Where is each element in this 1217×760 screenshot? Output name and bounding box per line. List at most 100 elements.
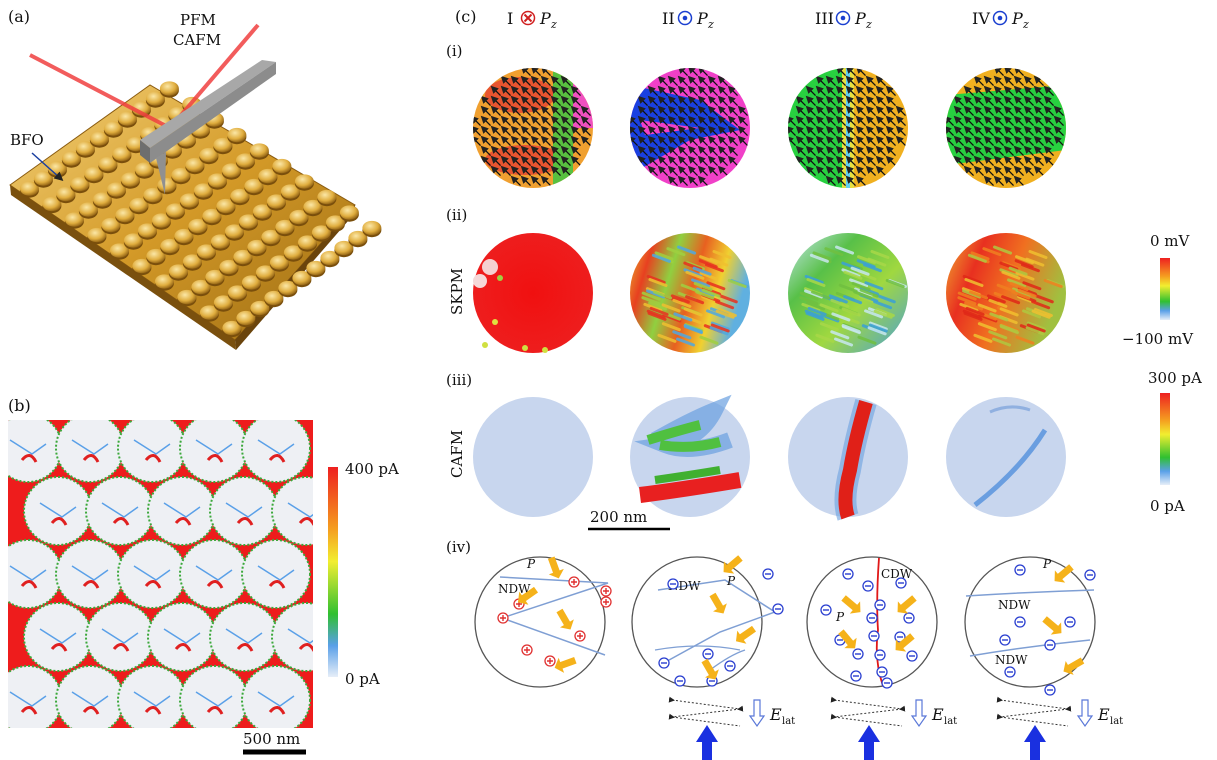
- polarization-arrow: [727, 155, 738, 166]
- polarization-arrow: [875, 105, 886, 116]
- polarization-arrow: [707, 75, 718, 86]
- svg-text:NDW: NDW: [998, 598, 1031, 612]
- skpm-colorbar-max: 0 mV: [1150, 232, 1191, 250]
- polarization-arrow: [667, 75, 678, 86]
- polarization-arrow: [510, 105, 521, 116]
- polarization-arrow: [973, 155, 984, 166]
- polarization-arrow: [1043, 105, 1054, 116]
- polarization-arrow: [500, 75, 511, 86]
- polarization-arrow: [520, 85, 531, 96]
- bfo-pointer-arrow: [31, 152, 64, 181]
- polarization-arrow: [717, 75, 728, 86]
- polarization-arrow: [885, 135, 896, 146]
- pfm-map-II: [630, 68, 750, 188]
- nanodot-current-map: [179, 665, 249, 728]
- polarization-arrow: [993, 85, 1004, 96]
- polarization-arrow: [855, 75, 866, 86]
- polarization-arrow: [737, 105, 748, 116]
- polarization-arrow: [1023, 115, 1034, 126]
- polarization-arrow: [855, 175, 866, 186]
- polarization-arrow: [899, 595, 917, 612]
- polarization-arrow: [845, 125, 856, 136]
- polarization-arrow: [667, 135, 678, 146]
- polarization-arrow: [540, 155, 551, 166]
- row-label-iv: (iv): [446, 538, 471, 556]
- polarization-arrow: [953, 95, 964, 106]
- polarization-arrow: [540, 85, 551, 96]
- nanodot-current-map: [117, 420, 187, 483]
- polarization-arrow: [1043, 155, 1054, 166]
- polarization-arrow: [788, 125, 796, 136]
- polarization-arrow: [510, 155, 521, 166]
- polarization-arrow: [550, 135, 561, 146]
- row-label-ii: (ii): [446, 206, 467, 224]
- nanodot-current-map: [147, 602, 217, 672]
- polarization-arrow: [500, 155, 511, 166]
- polarization-arrow: [510, 135, 521, 146]
- polarization-arrow: [1066, 657, 1085, 672]
- polarization-arrow: [540, 175, 551, 186]
- neutral-domain-wall: [499, 576, 609, 656]
- polarization-arrow: [657, 155, 668, 166]
- polarization-arrow: [560, 115, 571, 126]
- polarization-arrow: [1003, 145, 1014, 156]
- polarization-arrow: [815, 105, 826, 116]
- polarization-arrow: [520, 125, 531, 136]
- polarization-arrow: [805, 125, 816, 136]
- polarization-arrow: [946, 135, 954, 146]
- polarization-arrow: [1033, 125, 1044, 136]
- polarization-arrow: [1043, 85, 1054, 96]
- polarization-arrow: [946, 125, 954, 136]
- polarization-arrow: [687, 115, 698, 126]
- polarization-arrow: [845, 75, 856, 86]
- polarization-arrow: [677, 85, 688, 96]
- polarization-arrow: [825, 85, 836, 96]
- polarization-arrow: [1023, 95, 1034, 106]
- polarization-arrow: [510, 145, 521, 156]
- polarization-arrow: [637, 155, 648, 166]
- polarization-arrow: [805, 115, 816, 126]
- polarization-arrow: [520, 165, 531, 176]
- polarization-arrow: [845, 135, 856, 146]
- polarization-arrow: [1023, 145, 1034, 156]
- polarization-arrow: [510, 95, 521, 106]
- polarization-arrow: [500, 115, 511, 126]
- polarization-arrow: [973, 105, 984, 116]
- nanodot-current-map: [209, 476, 279, 546]
- polarization-arrow: [795, 145, 806, 156]
- polarization-arrow: [490, 95, 501, 106]
- polarization-arrow: [983, 85, 994, 96]
- polarization-arrow: [963, 105, 974, 116]
- polarization-arrow: [500, 85, 511, 96]
- pfm-map-III: [788, 68, 908, 188]
- polarization-arrow: [717, 85, 728, 96]
- svg-text:lat: lat: [1110, 716, 1123, 727]
- polarization-arrow: [885, 155, 896, 166]
- polarization-arrow: [550, 75, 561, 86]
- nanodot-current-map: [55, 420, 125, 483]
- polarization-arrow: [687, 125, 698, 136]
- polarization-arrow: [1003, 135, 1014, 146]
- neutral-domain-wall: [969, 639, 1091, 657]
- polarization-arrow: [520, 155, 531, 166]
- polarization-arrow: [500, 165, 511, 176]
- polarization-arrow: [510, 75, 521, 86]
- polarization-arrow: [707, 115, 718, 126]
- polarization-arrow: [1033, 165, 1044, 176]
- polarization-arrow: [885, 85, 896, 96]
- svg-text:E: E: [1097, 705, 1110, 724]
- polarization-arrow: [667, 115, 678, 126]
- nanodot-current-map: [147, 476, 217, 546]
- polarization-arrow: [707, 125, 718, 136]
- bfo-label: BFO: [10, 131, 44, 149]
- cafm-label: CAFM: [173, 31, 221, 49]
- polarization-arrow: [865, 145, 876, 156]
- skpm-map-I: [473, 233, 593, 353]
- polarization-arrow: [667, 175, 678, 186]
- svg-text:NDW: NDW: [498, 582, 531, 596]
- polarization-arrow: [963, 135, 974, 146]
- svg-text:z: z: [865, 18, 872, 31]
- nanodot-current-map: [241, 665, 311, 728]
- polarization-arrow: [1013, 115, 1024, 126]
